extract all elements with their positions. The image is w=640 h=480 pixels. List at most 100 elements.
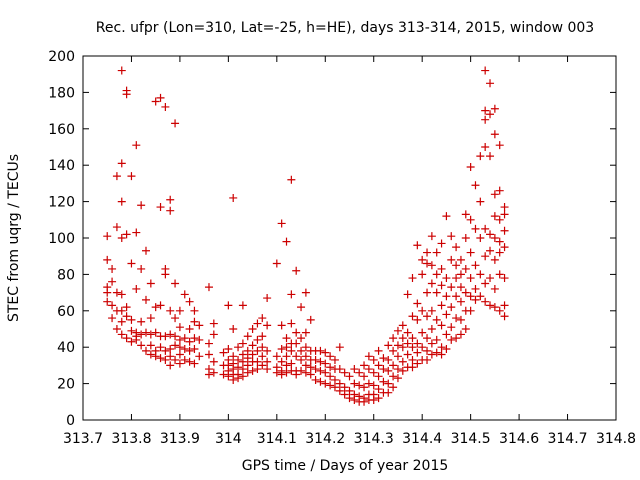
data-point bbox=[122, 90, 131, 99]
data-point bbox=[486, 79, 495, 88]
data-point bbox=[452, 292, 461, 301]
data-point bbox=[452, 261, 461, 270]
data-point bbox=[500, 210, 509, 219]
data-point bbox=[481, 106, 490, 115]
data-point bbox=[127, 326, 136, 335]
data-point bbox=[427, 279, 436, 288]
data-point bbox=[117, 330, 126, 339]
data-point bbox=[418, 270, 427, 279]
data-point bbox=[282, 334, 291, 343]
data-point bbox=[432, 348, 441, 357]
data-point bbox=[423, 346, 432, 355]
data-point bbox=[151, 97, 160, 106]
data-point bbox=[408, 363, 417, 372]
data-point bbox=[272, 352, 281, 361]
data-point bbox=[355, 368, 364, 377]
data-point bbox=[229, 352, 238, 361]
data-point bbox=[384, 379, 393, 388]
data-point bbox=[418, 255, 427, 264]
data-point bbox=[398, 321, 407, 330]
data-point bbox=[326, 372, 335, 381]
data-point bbox=[209, 319, 218, 328]
data-point bbox=[301, 361, 310, 370]
data-point bbox=[243, 332, 252, 341]
data-point bbox=[350, 379, 359, 388]
data-point bbox=[127, 172, 136, 181]
data-point bbox=[345, 394, 354, 403]
data-point bbox=[490, 234, 499, 242]
plot-border bbox=[82, 55, 617, 421]
x-tick-label: 313.8 bbox=[111, 431, 151, 447]
data-point bbox=[490, 284, 499, 293]
y-tick-label: 100 bbox=[48, 231, 75, 247]
data-point bbox=[243, 361, 252, 370]
data-point bbox=[437, 239, 446, 248]
data-point bbox=[481, 279, 490, 288]
data-point bbox=[306, 363, 315, 372]
data-point bbox=[248, 350, 257, 359]
data-point bbox=[398, 343, 407, 352]
data-point bbox=[413, 299, 422, 308]
data-point bbox=[437, 264, 446, 273]
data-point bbox=[166, 352, 175, 361]
data-point bbox=[490, 255, 499, 264]
data-point bbox=[185, 357, 194, 366]
data-point bbox=[248, 341, 257, 350]
data-point bbox=[408, 343, 417, 352]
data-point bbox=[287, 175, 296, 184]
data-point bbox=[297, 303, 306, 312]
data-point bbox=[229, 375, 238, 384]
data-point bbox=[418, 306, 427, 315]
data-point bbox=[175, 306, 184, 315]
data-point bbox=[156, 203, 165, 212]
data-point bbox=[437, 281, 446, 290]
data-point bbox=[141, 346, 150, 355]
data-point bbox=[403, 339, 412, 348]
data-point bbox=[103, 288, 112, 297]
data-point bbox=[360, 361, 369, 370]
data-point bbox=[471, 284, 480, 293]
data-point bbox=[282, 361, 291, 370]
data-point bbox=[427, 350, 436, 359]
data-point bbox=[185, 325, 194, 333]
data-point bbox=[495, 270, 504, 279]
y-tick-label: 40 bbox=[57, 340, 75, 356]
data-point bbox=[282, 352, 291, 361]
data-point bbox=[132, 284, 141, 293]
data-point bbox=[243, 368, 252, 377]
data-point bbox=[481, 66, 490, 75]
data-point bbox=[413, 339, 422, 348]
data-point bbox=[437, 301, 446, 310]
data-point bbox=[132, 228, 141, 237]
data-point bbox=[486, 230, 495, 239]
data-point bbox=[238, 357, 247, 366]
data-point bbox=[263, 357, 272, 366]
data-point bbox=[481, 143, 490, 151]
data-point bbox=[408, 334, 417, 343]
data-point bbox=[146, 341, 155, 350]
data-point bbox=[146, 279, 155, 288]
data-point bbox=[248, 366, 257, 375]
data-point bbox=[389, 361, 398, 370]
data-point bbox=[326, 363, 335, 372]
data-point bbox=[195, 352, 204, 361]
data-point bbox=[156, 301, 165, 310]
data-point bbox=[461, 264, 470, 273]
data-point bbox=[224, 301, 233, 310]
data-point bbox=[272, 368, 281, 377]
data-point bbox=[234, 355, 243, 364]
data-point bbox=[287, 319, 296, 328]
data-point bbox=[486, 110, 495, 119]
data-point bbox=[364, 352, 373, 361]
data-point bbox=[238, 350, 247, 359]
data-point bbox=[316, 346, 325, 355]
data-point bbox=[456, 297, 465, 306]
data-point bbox=[292, 370, 301, 379]
data-point bbox=[442, 212, 451, 221]
data-point bbox=[117, 197, 126, 206]
data-point bbox=[393, 365, 402, 374]
data-point bbox=[229, 325, 238, 333]
data-point bbox=[389, 372, 398, 381]
data-point bbox=[326, 381, 335, 390]
data-point bbox=[335, 386, 344, 395]
